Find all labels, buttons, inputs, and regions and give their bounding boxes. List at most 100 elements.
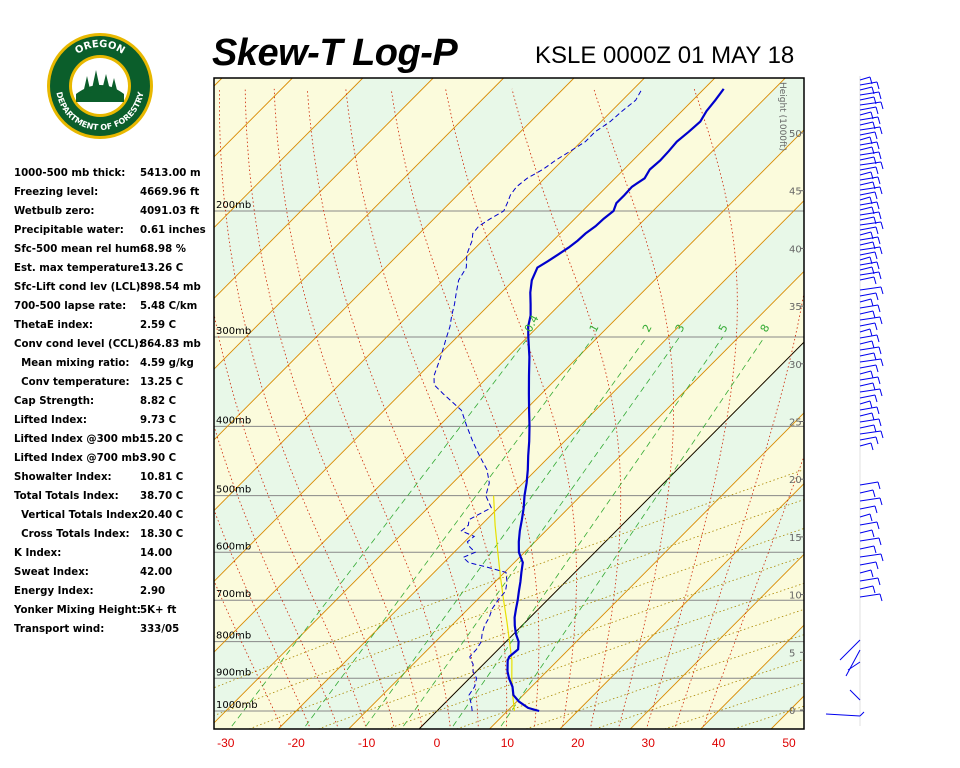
wind-barb-flag (878, 211, 882, 220)
moist-adiabat (345, 88, 508, 727)
isotherm-line (214, 78, 786, 653)
moist-adiabat (511, 88, 622, 727)
stat-label: Total Totals Index: (14, 491, 119, 502)
isotherm-band (214, 78, 804, 723)
wind-barb-flag (877, 176, 881, 185)
moist-adiabat (214, 311, 366, 727)
wind-barb-flag (874, 191, 878, 200)
wind-barb-flag (879, 316, 883, 325)
mixing-ratio-line (305, 336, 594, 727)
wind-barb-flag (879, 246, 883, 255)
stat-value: 10.81 C (140, 472, 184, 483)
wind-barbs (825, 76, 884, 726)
stat-label: Mean mixing ratio: (14, 358, 130, 369)
wind-barb (859, 151, 880, 156)
wind-barb (859, 106, 877, 111)
wind-barb-flag (878, 271, 882, 280)
x-tick-label: -10 (358, 736, 376, 750)
stat-value: 9.73 C (140, 415, 177, 426)
wind-barb-flag (872, 382, 876, 391)
wind-barb-flag (872, 585, 876, 594)
stat-label: Cap Strength: (14, 396, 95, 407)
wind-barb (859, 111, 872, 116)
wind-barb (859, 286, 882, 291)
wind-barb-flag (879, 126, 883, 135)
moist-adiabat (273, 88, 451, 727)
stat-value: 5.48 C/km (140, 301, 198, 312)
wind-barb-flag (870, 569, 874, 578)
wind-barb-flag (870, 370, 874, 379)
wind-barb (859, 236, 879, 241)
stat-label: Sfc-Lift cond lev (LCL): (14, 282, 145, 293)
stat-row: Conv cond level (CCL): 864.83 mb (14, 339, 219, 355)
wind-barb (859, 146, 873, 151)
stat-value: 18.30 C (140, 529, 184, 540)
wind-barb (859, 442, 872, 447)
wind-barb (859, 298, 872, 303)
wind-barb-flag (877, 304, 881, 313)
stat-label: Yonker Mixing Height: (14, 605, 141, 616)
wind-barb-flag (871, 412, 875, 421)
isotherm-line (214, 78, 504, 370)
height-tick-label: 50 (789, 129, 802, 140)
wind-barb (859, 711, 865, 717)
wind-barb-flag (878, 151, 882, 160)
wind-barb-flag (870, 442, 874, 451)
moist-adiabat (306, 88, 479, 727)
stat-value: 8.82 C (140, 396, 177, 407)
pressure-label: 200mb (216, 200, 251, 211)
wind-barb-flag (879, 186, 883, 195)
wind-barb-flag (878, 537, 882, 546)
stat-label: Sweat Index: (14, 567, 89, 578)
tree-icon (82, 70, 119, 98)
wind-barb-flag (876, 81, 880, 90)
wind-barb-flag (874, 251, 878, 260)
wind-barb (859, 86, 873, 91)
moist-adiabat (593, 88, 674, 727)
height-tick-label: 5 (789, 648, 795, 659)
wind-barb (859, 316, 881, 321)
wind-barb (859, 310, 874, 315)
wind-barb (859, 131, 876, 136)
stat-row: Cap Strength: 8.82 C (14, 396, 219, 412)
wind-barb (859, 418, 880, 423)
wind-barb (847, 661, 861, 671)
wind-barb (859, 481, 879, 486)
stat-label: Transport wind: (14, 624, 105, 635)
stat-row: Precipitable water: 0.61 inches (14, 225, 219, 241)
wind-barb (859, 191, 876, 196)
wind-barb (859, 246, 881, 251)
wind-barb (859, 436, 877, 441)
dry-adiabat (802, 728, 804, 729)
x-tick-label: -30 (217, 736, 235, 750)
wind-barb-flag (873, 276, 877, 285)
stat-value: 333/05 (140, 624, 180, 635)
stat-label: ThetaE index: (14, 320, 93, 331)
stat-value: 4091.03 ft (140, 206, 200, 217)
x-tick-label: 30 (642, 736, 656, 750)
wind-barb-flag (879, 593, 883, 602)
isotherm-line (214, 129, 804, 724)
height-axis-title: Height (1000ft) (777, 82, 787, 151)
wind-barb-flag (874, 322, 878, 331)
wind-barb-flag (875, 436, 879, 445)
stat-row: K Index: 14.00 (14, 548, 219, 564)
wind-barb-flag (876, 406, 880, 415)
stat-label: Precipitable water: (14, 225, 124, 236)
isotherm-line (214, 78, 645, 512)
wind-barb (859, 394, 876, 399)
stat-label: Lifted Index @700 mb: (14, 453, 144, 464)
wind-barb-flag (879, 388, 883, 397)
wind-barb (859, 340, 873, 345)
wind-barb-flag (878, 91, 882, 100)
stat-label: Wetbulb zero: (14, 206, 95, 217)
wind-barb-flag (877, 116, 881, 125)
wind-barb (859, 382, 874, 387)
x-tick-label: 20 (571, 736, 585, 750)
stat-label: Freezing level: (14, 187, 99, 198)
wind-barb (859, 251, 876, 256)
wind-barb-flag (872, 310, 876, 319)
moist-adiabat (646, 88, 738, 727)
mixing-ratio-line (231, 336, 530, 727)
plot-frame (213, 77, 805, 730)
